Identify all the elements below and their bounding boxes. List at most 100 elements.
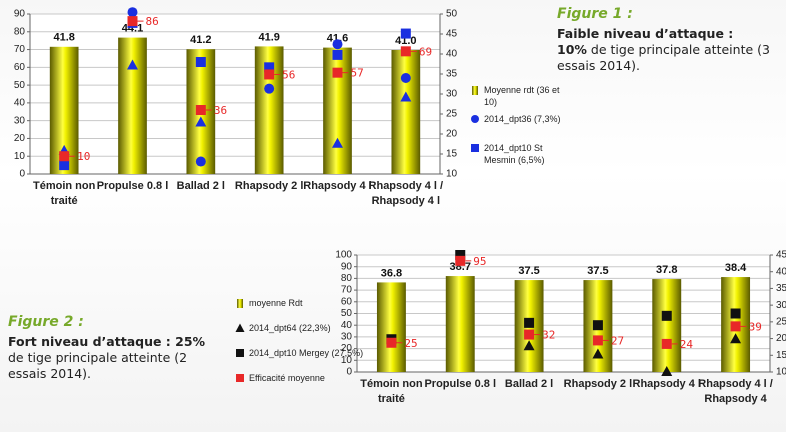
point — [264, 83, 275, 94]
point — [400, 91, 412, 102]
bar — [323, 47, 352, 174]
point — [661, 366, 673, 376]
point — [400, 46, 411, 57]
x-tick-label: Témoin non traité — [33, 180, 96, 207]
x-tick-label: Ballad 2 l — [504, 378, 554, 390]
data-label: 24 — [680, 338, 694, 351]
y-tick-label: 0 — [19, 169, 25, 180]
bar-value-label: 41.2 — [190, 34, 211, 46]
legend-icon — [236, 374, 244, 382]
legend-label: 2014_dpt36 (7,3%) — [484, 114, 561, 124]
point — [332, 67, 343, 78]
y-tick-label: 70 — [341, 285, 353, 296]
legend-item: 2014_dpt36 (7,3%) — [470, 113, 570, 125]
legend-icon — [471, 144, 479, 152]
y2-tick-label: 35 — [446, 69, 458, 80]
bar-value-label: 37.5 — [587, 265, 608, 277]
x-tick-label: Propulse 0.8 l — [424, 378, 496, 390]
data-label: 25 — [404, 337, 417, 350]
y-tick-label: 20 — [341, 343, 353, 354]
y2-tick-label: 30 — [446, 89, 458, 100]
point — [730, 321, 741, 332]
figure-label: Figure 1 : — [557, 6, 633, 22]
legend-label: 2014_dpt10 Mergey (27,5%) — [249, 348, 364, 358]
data-label: 39 — [749, 320, 762, 333]
bar-value-label: 37.8 — [656, 264, 677, 276]
point — [195, 156, 206, 167]
y2-tick-label: 20 — [446, 129, 458, 140]
bar-value-label: 41.8 — [53, 32, 74, 44]
data-label: 32 — [542, 329, 555, 342]
legend-icon — [237, 299, 243, 308]
caption: Figure 1 : Faible niveau d’attaque : 10%… — [557, 6, 782, 74]
legend-item: Efficacité moyenne — [235, 372, 375, 384]
y-tick-label: 80 — [14, 26, 26, 37]
point — [195, 57, 206, 67]
y2-tick-label: 45 — [776, 250, 786, 261]
y-tick-label: 50 — [341, 308, 353, 319]
data-label: 10 — [77, 150, 90, 163]
x-tick-label: Rhapsody 4 l / Rhapsody 4 — [698, 378, 773, 405]
point — [332, 39, 343, 50]
y2-tick-label: 40 — [446, 49, 458, 60]
y-tick-label: 10 — [341, 355, 353, 366]
y-tick-label: 20 — [14, 133, 26, 144]
bar — [376, 282, 406, 372]
caption-bold: 10% — [557, 42, 587, 57]
y2-tick-label: 50 — [446, 9, 458, 20]
x-tick-label: Rhapsody 4 l — [632, 378, 701, 390]
legend-label: 2014_dpt10 St Mesmin (6,5%) — [484, 143, 545, 165]
legend-item: Moyenne rdt (36 et 10) — [470, 84, 570, 108]
y2-tick-label: 10 — [446, 169, 458, 180]
point — [592, 335, 603, 346]
legend-icon — [472, 86, 478, 95]
caption-text: de tige principale atteinte (3 essais 20… — [557, 42, 770, 73]
x-tick-label: Rhapsody 2 l — [234, 180, 304, 192]
legend-icon — [471, 115, 479, 123]
legend-icon — [235, 323, 245, 332]
data-label: 56 — [282, 68, 295, 81]
y2-tick-label: 20 — [776, 333, 786, 344]
y2-tick-label: 25 — [446, 109, 458, 120]
caption-text: de tige principale atteinte (2 essais 20… — [8, 350, 188, 381]
bar — [652, 279, 682, 372]
bar-value-label: 37.5 — [518, 265, 539, 277]
point — [455, 250, 466, 260]
y-tick-label: 30 — [341, 332, 353, 343]
x-tick-label: Rhapsody 4 l — [303, 180, 372, 192]
data-label: 57 — [351, 67, 364, 80]
point — [730, 308, 741, 319]
bar-value-label: 41.9 — [258, 31, 279, 43]
point — [264, 69, 275, 80]
legend-item: moyenne Rdt — [235, 297, 375, 309]
point — [730, 333, 742, 344]
legend-item: 2014_dpt64 (22,3%) — [235, 322, 375, 334]
point — [592, 348, 604, 359]
y-tick-label: 90 — [341, 261, 353, 272]
legend-item: 2014_dpt10 St Mesmin (6,5%) — [470, 142, 570, 166]
point — [127, 59, 138, 70]
legend-item: 2014_dpt10 Mergey (27,5%) — [235, 347, 375, 359]
legend-label: Moyenne rdt (36 et 10) — [484, 85, 560, 107]
point — [524, 329, 535, 340]
bar-value-label: 38.4 — [725, 262, 747, 274]
bar-value-label: 38.7 — [450, 261, 471, 273]
legend-label: moyenne Rdt — [249, 298, 303, 308]
point — [127, 7, 138, 18]
point — [400, 28, 411, 39]
point — [523, 340, 535, 351]
bar — [118, 37, 147, 174]
y-tick-label: 60 — [341, 296, 353, 307]
x-tick-label: Rhapsody 2 l — [563, 378, 633, 390]
point — [661, 338, 672, 349]
y-tick-label: 60 — [14, 62, 26, 73]
y-tick-label: 90 — [14, 9, 26, 20]
y2-tick-label: 15 — [776, 350, 786, 361]
y2-tick-label: 15 — [446, 149, 458, 160]
plot-area — [30, 14, 440, 174]
bar-value-label: 36.8 — [381, 267, 402, 279]
y2-tick-label: 30 — [776, 300, 786, 311]
y2-tick-label: 25 — [776, 316, 786, 327]
